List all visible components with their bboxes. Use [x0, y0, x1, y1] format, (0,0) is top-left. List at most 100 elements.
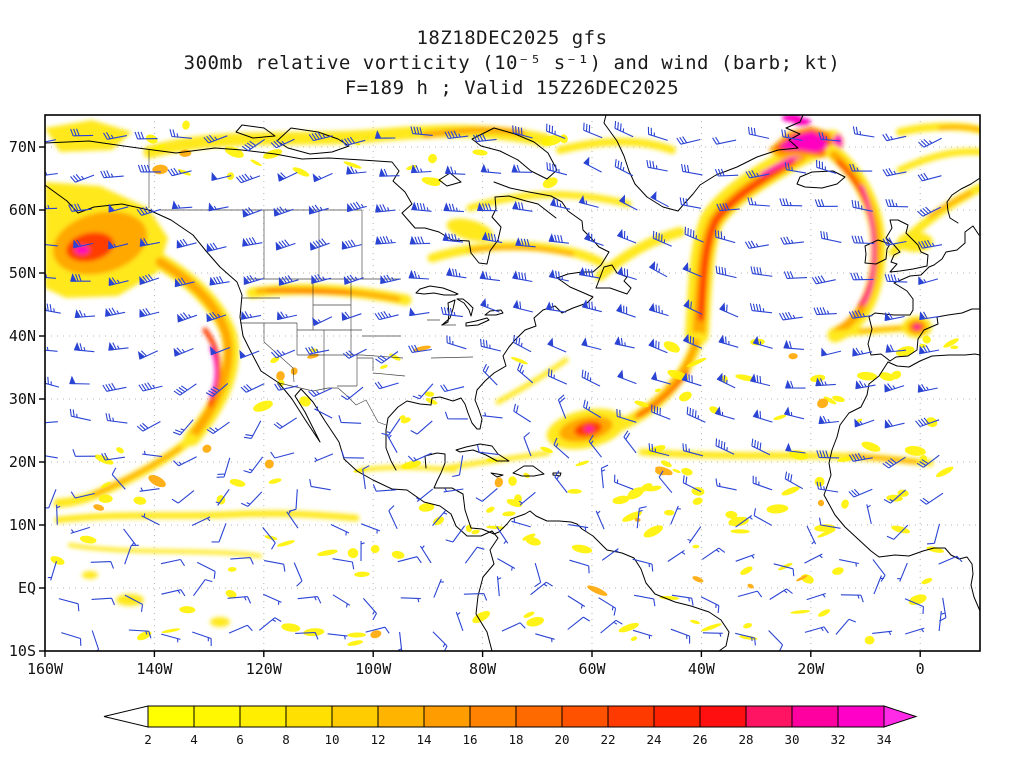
- wind-barb: [343, 274, 364, 285]
- colorbar-tick-18: 18: [508, 732, 523, 747]
- wind-barb: [45, 421, 58, 424]
- wind-barb: [719, 302, 739, 318]
- wind-barb: [452, 455, 464, 478]
- wind-barb: [476, 444, 500, 456]
- wind-barb: [854, 418, 875, 428]
- wind-barb: [749, 373, 771, 387]
- colorbar-tick-10: 10: [324, 732, 339, 747]
- colorbar-tick-16: 16: [462, 732, 477, 747]
- wind-barb: [545, 301, 567, 313]
- wind-barb: [839, 559, 859, 567]
- wind-barb: [243, 274, 264, 285]
- wind-barb: [397, 556, 422, 564]
- wind-barb: [614, 120, 634, 138]
- wind-barb: [652, 230, 672, 247]
- wind-barb: [410, 420, 433, 435]
- wind-barb: [176, 238, 197, 249]
- wind-barb: [111, 467, 126, 490]
- wind-barb: [583, 399, 602, 418]
- wind-barb: [737, 590, 763, 598]
- wind-barb: [374, 130, 396, 139]
- wind-barb: [650, 191, 669, 208]
- wind-barb: [882, 237, 907, 246]
- wind-barb: [444, 411, 468, 420]
- x-tick-20W: 20W: [797, 660, 825, 678]
- wind-barb: [752, 409, 773, 423]
- wind-barb: [715, 265, 737, 279]
- wind-barb: [848, 310, 873, 319]
- colorbar-tick-6: 6: [236, 732, 244, 747]
- colorbar-cell: [469, 705, 517, 728]
- wind-barb: [752, 475, 773, 491]
- wind-barb: [617, 369, 637, 385]
- wind-barb: [411, 201, 432, 212]
- wind-barb: [68, 203, 92, 212]
- wind-barb: [885, 199, 909, 208]
- wind-barb: [701, 547, 726, 560]
- wind-barb: [851, 235, 875, 245]
- wind-barb: [346, 201, 367, 213]
- wind-barb: [432, 631, 448, 651]
- wind-barb: [69, 375, 90, 385]
- wind-barb: [206, 242, 227, 253]
- coastlines: [45, 115, 980, 651]
- wind-barb: [848, 453, 873, 462]
- wind-barb: [161, 633, 181, 643]
- wind-barb: [583, 122, 603, 139]
- wind-barb: [375, 203, 396, 213]
- wind-barb: [511, 518, 531, 528]
- wind-barb: [191, 516, 211, 526]
- wind-barb: [848, 488, 873, 498]
- wind-barb: [139, 273, 160, 285]
- wind-barb: [882, 133, 907, 142]
- wind-barb: [752, 335, 773, 349]
- wind-barb: [240, 310, 262, 320]
- wind-barb: [314, 406, 333, 419]
- wind-barb: [341, 450, 365, 459]
- wind-barb: [139, 237, 160, 247]
- wind-barb: [781, 129, 803, 142]
- wind-barb: [773, 563, 795, 577]
- wind-barb: [341, 311, 362, 321]
- wind-barb: [905, 627, 925, 635]
- wind-barb: [136, 421, 161, 432]
- wind-barb: [173, 456, 197, 467]
- wind-barb: [239, 349, 260, 359]
- wind-barb: [432, 510, 448, 526]
- wind-barb: [886, 524, 909, 540]
- x-tick-100W: 100W: [355, 660, 392, 678]
- wind-barb: [581, 369, 601, 387]
- wind-barb: [346, 165, 367, 175]
- wind-barb: [169, 129, 192, 139]
- wind-barb: [818, 517, 841, 529]
- wind-barb: [374, 310, 399, 321]
- wind-barb: [171, 490, 195, 504]
- wind-barb: [712, 136, 737, 145]
- wind-barb: [297, 596, 322, 604]
- wind-barb: [806, 592, 826, 601]
- wind-barb: [412, 383, 434, 400]
- wind-barb: [745, 170, 770, 179]
- y-tick-30N: 30N: [9, 390, 36, 408]
- wind-barb: [327, 633, 348, 640]
- wind-barb: [444, 130, 469, 140]
- wind-barb: [919, 311, 940, 321]
- wind-barb: [173, 347, 194, 357]
- wind-barb: [72, 449, 96, 457]
- wind-barb: [567, 616, 590, 630]
- wind-barb: [410, 126, 433, 136]
- wind-barb: [262, 527, 276, 550]
- wind-barb: [553, 437, 570, 459]
- wind-barb: [374, 381, 399, 390]
- colorbar: 2 4 6 8 10 12 14 16 18 20 22 24 26 28 30 32 34: [103, 705, 918, 747]
- wind-barb: [578, 266, 600, 279]
- wind-barb: [340, 386, 364, 401]
- wind-barb: [904, 598, 924, 615]
- wind-barb: [517, 362, 534, 384]
- wind-barb: [45, 171, 58, 176]
- wind-barb: [784, 379, 806, 389]
- wind-barb: [784, 162, 807, 174]
- wind-barb: [715, 438, 735, 455]
- wind-barb: [939, 597, 947, 622]
- wind-barb: [515, 237, 536, 248]
